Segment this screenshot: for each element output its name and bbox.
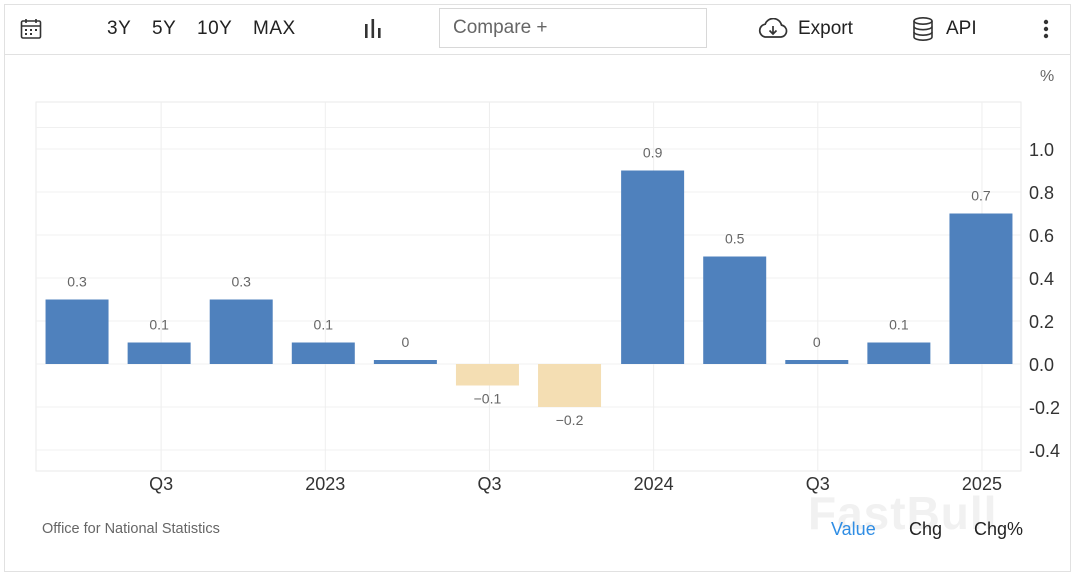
cloud-download-icon [757, 18, 789, 40]
chart-toolbar: 3Y 5Y 10Y MAX Export [4, 4, 1071, 55]
y-tick-label: 0.8 [1029, 183, 1054, 203]
bar [785, 360, 849, 364]
x-tick-label: 2023 [305, 474, 345, 494]
range-max-button[interactable]: MAX [253, 18, 296, 39]
chart-frame [4, 4, 1071, 572]
tab-value[interactable]: Value [831, 519, 876, 539]
y-tick-label: 0.2 [1029, 312, 1054, 332]
data-label: 0.1 [889, 317, 909, 333]
x-tick-label: Q3 [149, 474, 173, 494]
calendar-icon[interactable] [19, 4, 43, 54]
watermark-logo: FastBull [808, 487, 998, 539]
x-tick-label: 2025 [962, 474, 1002, 494]
vertical-ellipsis-icon[interactable] [1040, 4, 1052, 54]
bar [127, 342, 191, 364]
data-label: 0 [813, 334, 821, 350]
data-label: −0.2 [556, 412, 584, 428]
y-tick-label: -0.4 [1029, 441, 1060, 461]
export-label: Export [798, 18, 853, 39]
compare-input[interactable] [453, 17, 693, 39]
api-button[interactable]: API [912, 4, 977, 54]
data-label: 0 [401, 334, 409, 350]
y-tick-label: -0.2 [1029, 398, 1060, 418]
bar [538, 364, 602, 407]
bar [949, 213, 1013, 364]
bar [373, 360, 437, 364]
bar [291, 342, 355, 364]
export-button[interactable]: Export [757, 4, 853, 54]
y-tick-label: 1.0 [1029, 140, 1054, 160]
data-label: 0.9 [643, 145, 663, 161]
x-tick-label: Q3 [477, 474, 501, 494]
bar [621, 170, 685, 364]
data-label: 0.3 [67, 274, 87, 290]
bar [455, 364, 519, 386]
data-label: 0.1 [314, 317, 334, 333]
y-tick-label: 0.6 [1029, 226, 1054, 246]
bar [45, 299, 109, 364]
range-5y-button[interactable]: 5Y [152, 18, 177, 39]
bar [867, 342, 931, 364]
data-label: −0.1 [474, 391, 502, 407]
unit-label: % [1040, 68, 1055, 85]
bar [209, 299, 273, 364]
database-icon [912, 16, 934, 42]
x-tick-label: 2024 [634, 474, 674, 494]
y-tick-label: 0.4 [1029, 269, 1054, 289]
data-label: 0.5 [725, 231, 745, 247]
compare-field[interactable] [439, 8, 707, 48]
y-tick-label: 0.0 [1029, 355, 1054, 375]
data-label: 0.3 [231, 274, 251, 290]
bar [703, 256, 767, 364]
data-label: 0.7 [971, 188, 991, 204]
x-tick-label: Q3 [806, 474, 830, 494]
tab-chg[interactable]: Chg [909, 519, 943, 539]
tab-chg-pct[interactable]: Chg% [974, 519, 1024, 539]
data-label: 0.1 [149, 317, 169, 333]
plot-area [35, 101, 1022, 472]
range-3y-button[interactable]: 3Y [107, 18, 132, 39]
bar-chart-icon[interactable] [363, 4, 383, 54]
range-10y-button[interactable]: 10Y [197, 18, 233, 39]
api-label: API [946, 18, 977, 39]
source-label: Office for National Statistics [42, 521, 220, 537]
